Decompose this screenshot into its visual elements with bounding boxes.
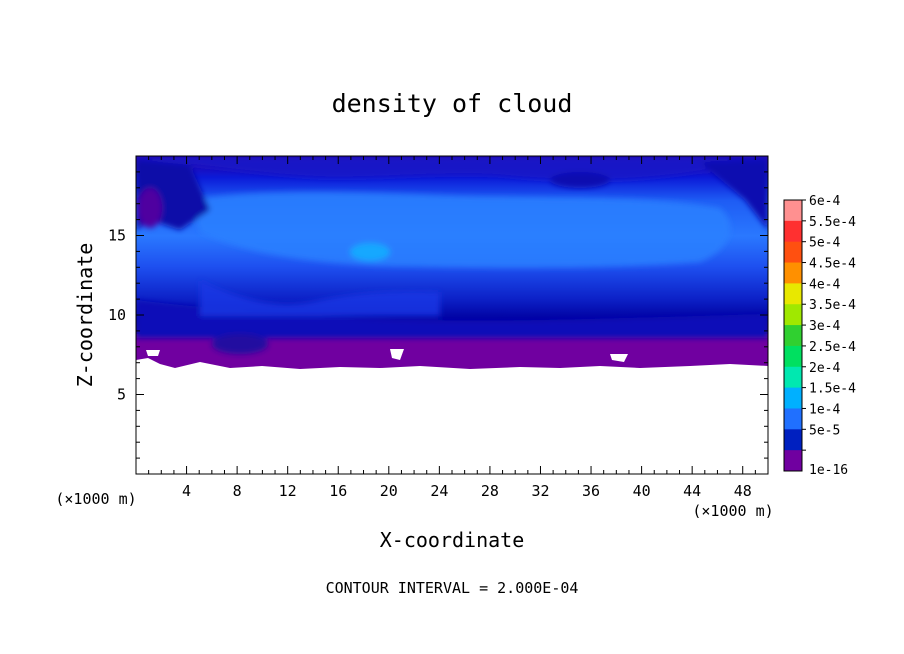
x-tick-label: 32 xyxy=(531,482,549,500)
colorbar-label: 3.5e-4 xyxy=(809,298,856,313)
colorbar-swatch xyxy=(784,366,802,389)
colorbar-label: 2e-4 xyxy=(809,361,840,376)
colorbar-label: 5e-4 xyxy=(809,236,840,251)
colorbar-swatch xyxy=(784,429,802,451)
colorbar-label: 5e-5 xyxy=(809,423,840,438)
x-tick-label: 24 xyxy=(430,482,448,500)
x-unit-left: (×1000 m) xyxy=(55,490,136,508)
x-tick-label: 12 xyxy=(279,482,297,500)
colorbar-frame xyxy=(783,199,803,472)
x-tick-label: 4 xyxy=(182,482,191,500)
colorbar-label: 1e-16 xyxy=(809,463,848,478)
colorbar-label: 4.5e-4 xyxy=(809,257,856,272)
colorbar-label: 4e-4 xyxy=(809,277,840,292)
colorbar-swatch xyxy=(784,200,802,222)
no-data-region xyxy=(136,366,768,474)
x-axis: 4 8 12 16 20 24 28 32 36 40 44 48 xyxy=(148,156,756,500)
x-tick-label: 40 xyxy=(633,482,651,500)
colorbar-swatch xyxy=(784,262,802,284)
colorbar-swatch xyxy=(784,345,802,368)
colorbar-label: 5.5e-4 xyxy=(809,215,856,230)
colorbar-swatch xyxy=(784,325,802,347)
colorbar-label: 2.5e-4 xyxy=(809,340,856,355)
y-tick-label: 5 xyxy=(117,386,126,404)
y-tick-label: 15 xyxy=(108,227,126,245)
y-axis: 5 10 15 xyxy=(108,171,768,459)
x-tick-label: 36 xyxy=(582,482,600,500)
colorbar-swatch xyxy=(784,283,802,305)
colorbar: 6e-4 5.5e-4 5e-4 4.5e-4 4e-4 3.5e-4 3e-4 2.5e-4… xyxy=(783,194,856,478)
colorbar-label: 6e-4 xyxy=(809,194,840,209)
y-tick-label: 10 xyxy=(108,306,126,324)
contour-interval: CONTOUR INTERVAL = 2.000E-04 xyxy=(326,579,579,597)
x-tick-label: 8 xyxy=(233,482,242,500)
x-tick-label: 28 xyxy=(481,482,499,500)
high-density-region xyxy=(190,192,731,268)
colorbar-label: 1.5e-4 xyxy=(809,382,856,397)
x-axis-title: X-coordinate xyxy=(380,528,525,552)
contour-field xyxy=(136,156,768,474)
colorbar-label: 3e-4 xyxy=(809,319,840,334)
y-axis-title: Z-coordinate xyxy=(73,243,97,388)
colorbar-swatch xyxy=(784,304,802,326)
chart-title: density of cloud xyxy=(332,89,573,118)
x-unit-right: (×1000 m) xyxy=(692,502,773,520)
colorbar-swatch xyxy=(784,220,802,243)
colorbar-swatch xyxy=(784,387,802,409)
colorbar-swatch xyxy=(784,408,802,430)
colorbar-swatch xyxy=(784,450,802,472)
colorbar-swatch xyxy=(784,241,802,264)
x-tick-label: 16 xyxy=(329,482,347,500)
x-tick-label: 20 xyxy=(380,482,398,500)
x-tick-label: 44 xyxy=(683,482,701,500)
colorbar-label: 1e-4 xyxy=(809,402,840,417)
x-tick-label: 48 xyxy=(734,482,752,500)
